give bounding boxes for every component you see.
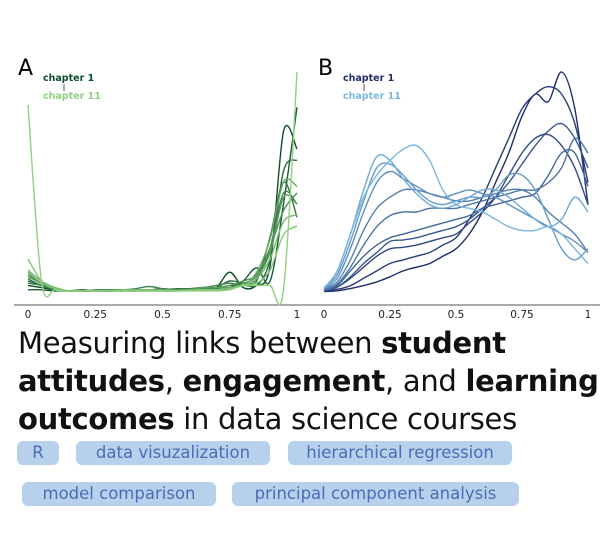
panel-label: B	[318, 56, 333, 81]
legend-to-label: chapter 11	[43, 91, 101, 102]
tag-principal-component-analysis[interactable]: principal component analysis	[232, 482, 519, 506]
panel-label: A	[18, 56, 33, 81]
x-tick-label: 0.5	[154, 309, 171, 321]
x-tick-label: 0	[25, 309, 32, 321]
x-tick-label: 1	[585, 309, 592, 321]
x-tick-label: 0.75	[218, 309, 241, 321]
panel-a-chart: 0 0.25 0.5 0.75 1 A chapter 1 chapter 11	[14, 56, 310, 321]
series-line	[27, 71, 298, 306]
series-line	[323, 148, 589, 291]
title-segment: Measuring links between	[18, 326, 382, 360]
x-tick-label: 0.5	[448, 309, 465, 321]
tag-data-visualization[interactable]: data visuzalization	[76, 441, 270, 465]
x-tick-label: 1	[294, 309, 301, 321]
series-line	[27, 107, 298, 292]
series-line	[323, 170, 589, 290]
title-segment: in data science courses	[174, 402, 517, 436]
x-tick-label: 0.25	[84, 309, 107, 321]
x-tick-label: 0	[321, 309, 328, 321]
series-line	[27, 214, 298, 292]
title-segment-bold: student attitudes	[18, 326, 506, 398]
legend-from-label: chapter 1	[43, 73, 94, 84]
title-segment-bold: learning outcomes	[18, 364, 599, 436]
series-line	[323, 144, 589, 289]
title-segment: ,	[164, 364, 183, 398]
legend-from-label: chapter 1	[343, 73, 394, 84]
tag-model-comparison[interactable]: model comparison	[22, 482, 216, 506]
panel-b-chart: 0 0.25 0.5 0.75 1 B chapter 1 chapter 11	[305, 56, 600, 321]
series-line	[27, 124, 298, 292]
series-line	[323, 71, 589, 293]
series-line	[323, 122, 589, 292]
series-line	[323, 85, 589, 292]
title-segment: , and	[385, 364, 466, 398]
series-line	[27, 194, 298, 292]
tag-r[interactable]: R	[17, 441, 59, 465]
title-segment-bold: engagement	[182, 364, 386, 398]
legend-to-label: chapter 11	[343, 91, 401, 102]
x-tick-label: 0.75	[510, 309, 533, 321]
tag-hierarchical-regression[interactable]: hierarchical regression	[288, 441, 512, 465]
page-title: Measuring links between student attitude…	[18, 324, 608, 438]
series-line	[323, 137, 589, 291]
x-tick-label: 0.25	[378, 309, 401, 321]
